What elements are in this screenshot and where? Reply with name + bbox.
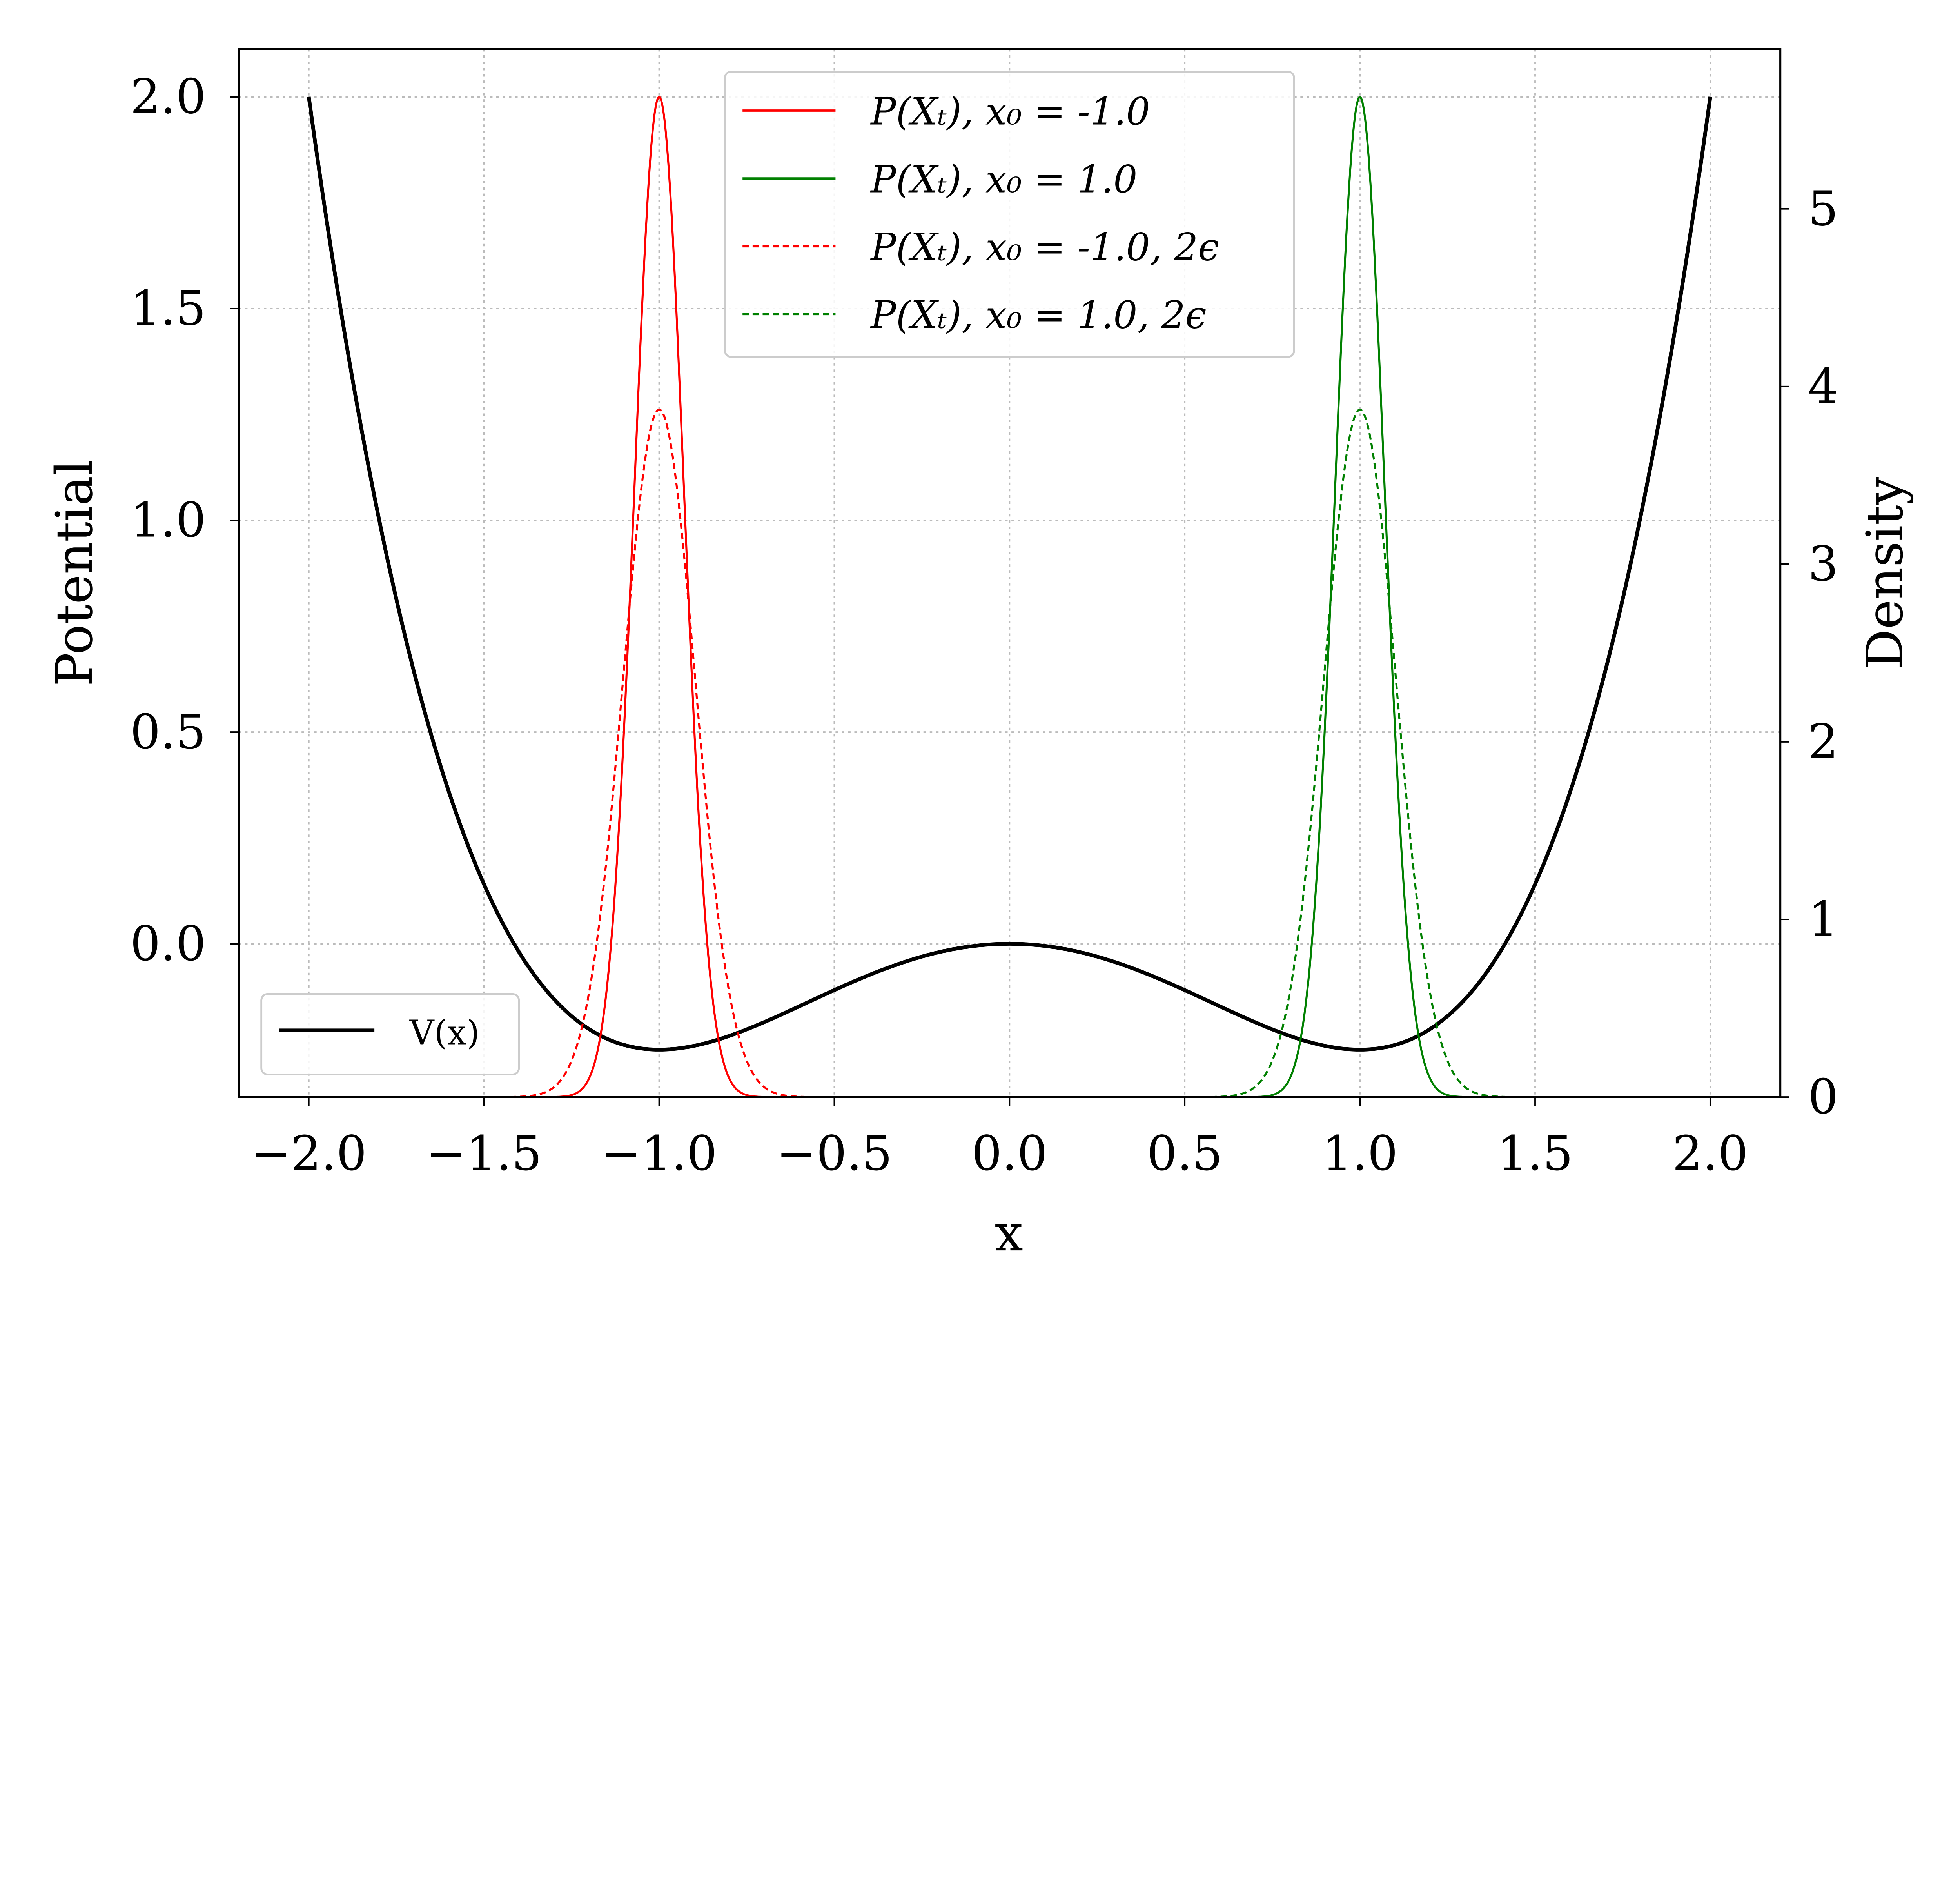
x-axis-label: x [995, 1204, 1023, 1263]
y-left-tick-label: 0.5 [130, 704, 206, 760]
legend-box [260, 993, 520, 1075]
legend-label: P(Xₜ), x₀ = -1.0 [870, 89, 1150, 133]
y-right-tick-label: 2 [1808, 714, 1838, 770]
y-right-tick-label: 3 [1808, 536, 1838, 592]
potential-legend: V(x) [260, 993, 520, 1075]
x-tick-label: −2.0 [251, 1126, 367, 1181]
x-tick-label: −1.0 [601, 1126, 717, 1181]
y-right-tick-label: 0 [1808, 1069, 1838, 1125]
x-tick-label: −1.5 [426, 1126, 542, 1181]
legend-box [724, 71, 1295, 358]
x-tick-label: 0.0 [971, 1126, 1047, 1181]
y-right-tick-label: 1 [1808, 892, 1838, 947]
potential-line [307, 96, 1712, 1052]
ticks: −2.0 −1.5 −1.0 −0.5 0.0 0.5 1.0 1.5 2.0 0.0 0.5 1.0… [130, 69, 1838, 1181]
y-left-axis-label: Potential [45, 460, 104, 686]
x-tick-label: −0.5 [777, 1126, 893, 1181]
y-right-tick-label: 5 [1808, 181, 1838, 236]
density-legend: P(Xₜ), x₀ = -1.0 P(Xₜ), x₀ = 1.0 P(Xₜ), x₀… [724, 71, 1295, 358]
y-right-tick-label: 4 [1808, 358, 1838, 414]
x-tick-label: 0.5 [1147, 1126, 1223, 1181]
y-left-tick-label: 2.0 [130, 69, 206, 125]
y-left-tick-label: 1.5 [130, 281, 206, 336]
x-tick-label: 1.0 [1322, 1126, 1398, 1181]
chart: −2.0 −1.5 −1.0 −0.5 0.0 0.5 1.0 1.5 2.0 0.0 0.5 1.0… [45, 48, 1915, 1263]
legend-label: P(Xₜ), x₀ = 1.0, 2ϵ [870, 293, 1206, 337]
legend-label: P(Xₜ), x₀ = 1.0 [870, 157, 1137, 201]
x-tick-label: 1.5 [1497, 1126, 1573, 1181]
x-tick-label: 2.0 [1672, 1126, 1748, 1181]
y-left-tick-label: 0.0 [130, 916, 206, 972]
y-left-tick-label: 1.0 [130, 492, 206, 548]
grid [238, 49, 1780, 1097]
legend-label: P(Xₜ), x₀ = -1.0, 2ϵ [870, 225, 1219, 269]
y-right-axis-label: Density [1856, 476, 1915, 669]
legend-label-potential: V(x) [409, 1013, 480, 1052]
